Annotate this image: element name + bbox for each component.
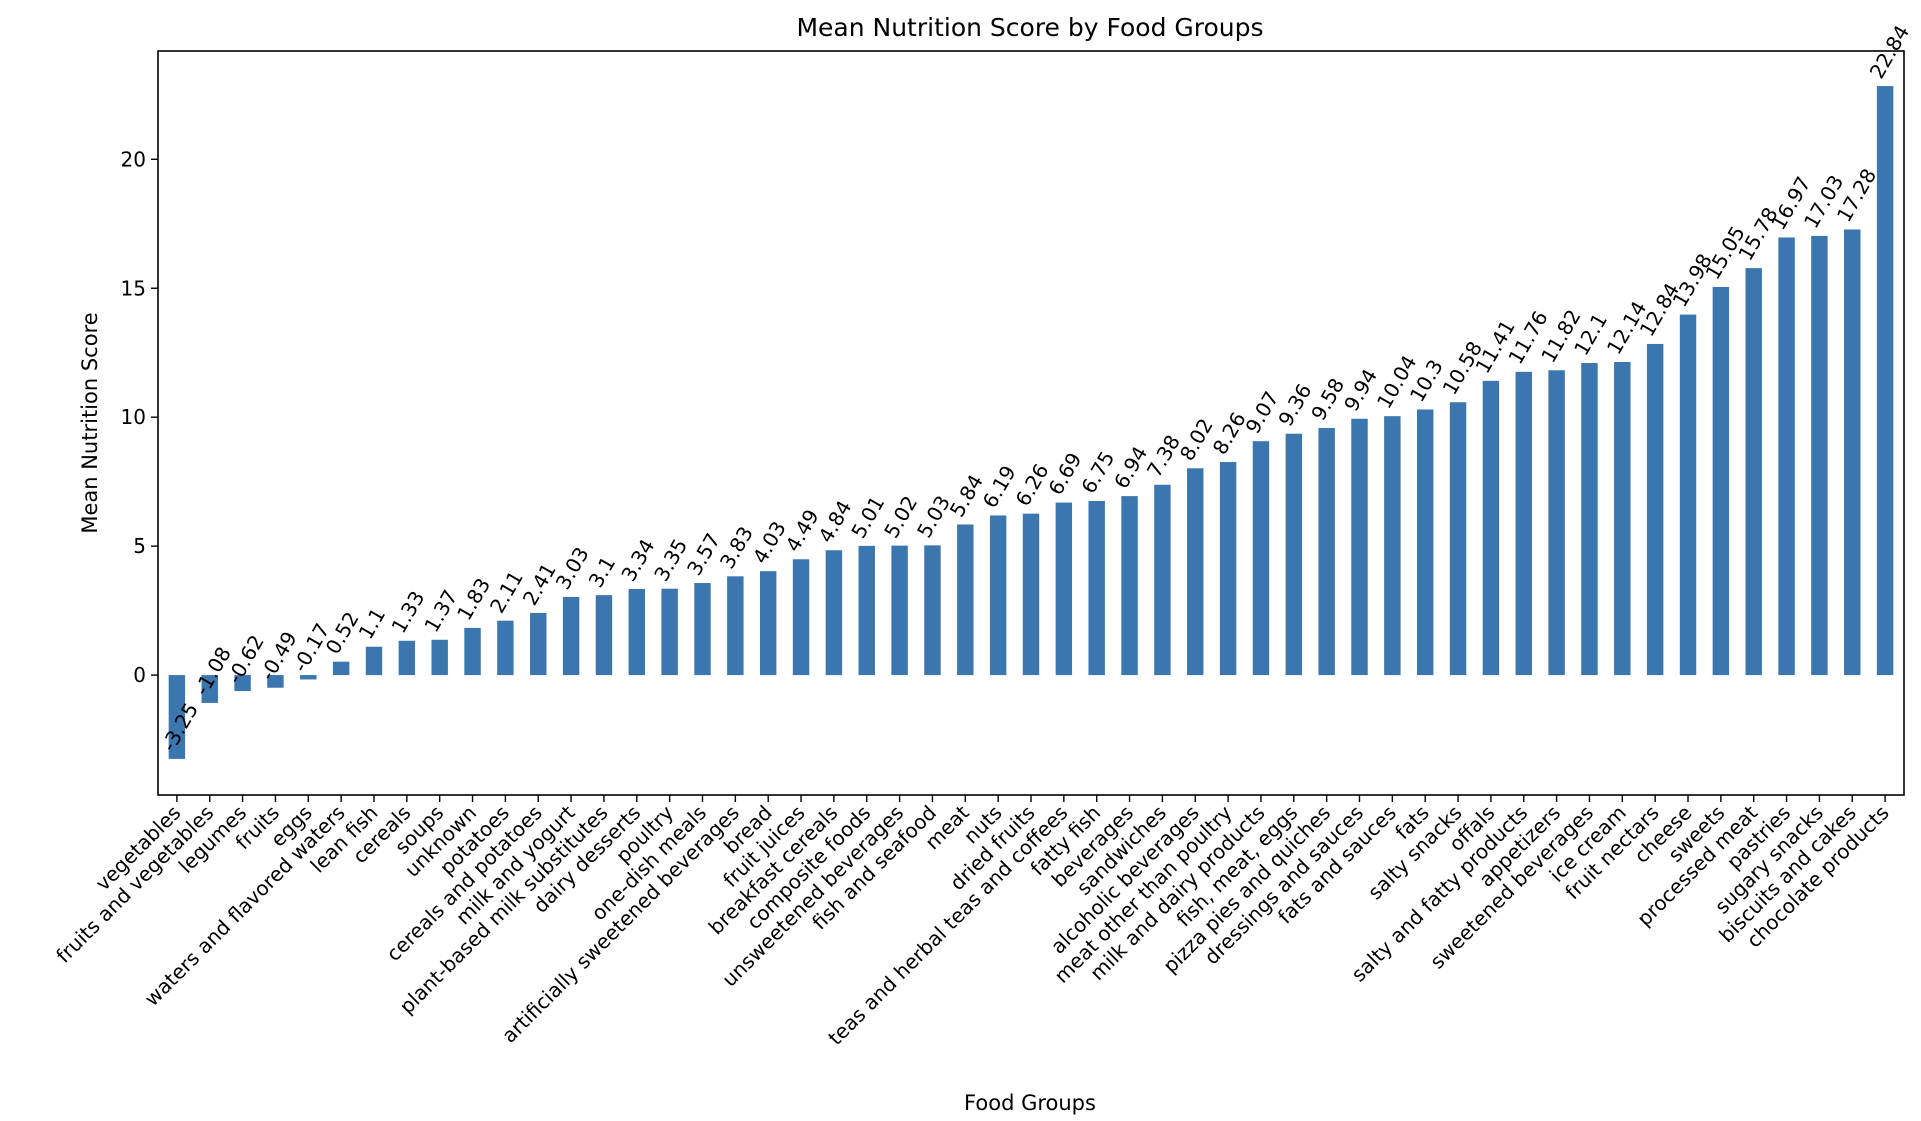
bar bbox=[1844, 229, 1861, 676]
bar bbox=[1154, 484, 1171, 676]
bar bbox=[1876, 86, 1894, 676]
x-axis-title: Food Groups bbox=[964, 1091, 1096, 1115]
bar bbox=[168, 675, 186, 759]
bar bbox=[497, 620, 514, 676]
bar bbox=[1614, 362, 1631, 676]
bar bbox=[1088, 501, 1105, 676]
y-tick-label: 15 bbox=[121, 276, 146, 300]
bar-value-label: 1.1 bbox=[354, 604, 391, 644]
bar bbox=[628, 588, 646, 676]
bar bbox=[661, 588, 678, 676]
bar bbox=[562, 596, 580, 676]
bar-value-label: 5.03 bbox=[912, 491, 955, 542]
y-tick-label: 5 bbox=[133, 534, 146, 558]
bar bbox=[267, 675, 284, 688]
bar bbox=[1055, 502, 1073, 676]
bar-value-label: 5.02 bbox=[879, 492, 922, 543]
y-tick-label: 0 bbox=[133, 663, 146, 687]
bar-value-label: 3.34 bbox=[616, 535, 659, 586]
bar bbox=[464, 627, 481, 676]
bar bbox=[398, 640, 416, 676]
bar bbox=[891, 545, 908, 676]
bar bbox=[1745, 268, 1762, 676]
bar bbox=[792, 559, 810, 676]
bar bbox=[1811, 235, 1828, 676]
bar bbox=[1351, 418, 1368, 676]
bar bbox=[234, 675, 251, 692]
bar bbox=[1219, 462, 1237, 676]
bar bbox=[858, 545, 875, 676]
bar bbox=[201, 675, 218, 703]
bar bbox=[1778, 237, 1795, 676]
bar bbox=[1482, 380, 1500, 676]
bar-value-label: 8.26 bbox=[1208, 408, 1251, 459]
bar-value-label: 1.33 bbox=[386, 587, 429, 638]
bar bbox=[1187, 468, 1204, 676]
bar bbox=[1581, 363, 1598, 676]
bar bbox=[924, 545, 941, 676]
bar bbox=[1416, 409, 1434, 676]
bar bbox=[1449, 402, 1467, 676]
chart-title: Mean Nutrition Score by Food Groups bbox=[796, 13, 1263, 42]
y-tick-label: 20 bbox=[121, 147, 146, 171]
bars-layer bbox=[168, 86, 1894, 759]
bar-value-label: -3.25 bbox=[156, 699, 203, 756]
bar bbox=[1252, 441, 1270, 676]
bar bbox=[825, 550, 843, 676]
bar bbox=[727, 576, 744, 676]
bar bbox=[1712, 286, 1730, 676]
bar bbox=[1121, 496, 1138, 676]
bar bbox=[530, 612, 547, 676]
bar bbox=[431, 639, 448, 676]
bar bbox=[1679, 314, 1697, 676]
y-tick-label: 10 bbox=[121, 405, 146, 429]
bar bbox=[365, 646, 383, 676]
bar bbox=[989, 515, 1007, 676]
bar bbox=[1318, 428, 1335, 676]
bar bbox=[694, 583, 711, 676]
bar bbox=[332, 661, 350, 676]
plot-frame bbox=[157, 50, 1905, 796]
y-axis-title: Mean Nutrition Score bbox=[78, 312, 102, 533]
bar bbox=[595, 595, 613, 676]
bar bbox=[1022, 513, 1040, 676]
bar-value-label: 3.03 bbox=[551, 543, 594, 594]
y-axis: 0 5 10 15 20 bbox=[121, 147, 158, 687]
bar bbox=[300, 675, 317, 680]
bar bbox=[1285, 433, 1303, 676]
bar bbox=[1384, 416, 1401, 676]
bar bbox=[957, 524, 974, 676]
bar bbox=[1515, 371, 1532, 676]
bar bbox=[1646, 343, 1664, 676]
bar bbox=[759, 571, 777, 676]
bar-value-label: 5.01 bbox=[846, 492, 889, 543]
bar bbox=[1548, 370, 1565, 676]
